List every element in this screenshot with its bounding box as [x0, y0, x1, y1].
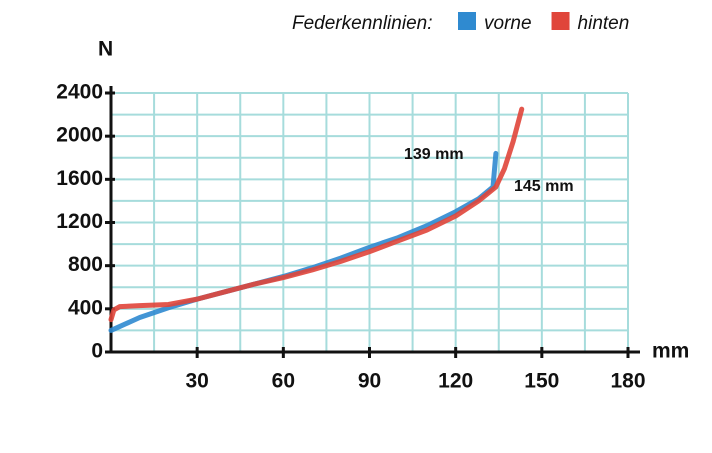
legend-swatch [551, 12, 570, 30]
y-axis-label: N [98, 38, 113, 61]
x-tick-label: 150 [524, 370, 559, 393]
x-tick-label: 30 [185, 370, 208, 393]
legend-title: Federkennlinien: [292, 13, 432, 34]
legend-label: vorne [484, 13, 532, 34]
x-tick-label: 90 [358, 370, 381, 393]
legend-label: hinten [578, 13, 630, 34]
y-tick-label: 1600 [56, 167, 103, 190]
annotation: 145 mm [514, 178, 574, 195]
annotation: 139 mm [404, 146, 464, 163]
series-line [108, 106, 525, 323]
y-tick-label: 800 [68, 253, 103, 276]
legend-swatch [458, 12, 476, 30]
x-axis-label: mm [652, 340, 689, 363]
y-tick-label: 400 [68, 296, 103, 319]
x-tick-label: 120 [438, 370, 473, 393]
y-tick-label: 1200 [56, 210, 103, 233]
y-tick-label: 2000 [56, 124, 103, 147]
y-tick-label: 2400 [56, 81, 103, 104]
x-tick-label: 60 [272, 370, 295, 393]
y-tick-label: 0 [91, 340, 103, 363]
x-tick-label: 180 [610, 370, 645, 393]
